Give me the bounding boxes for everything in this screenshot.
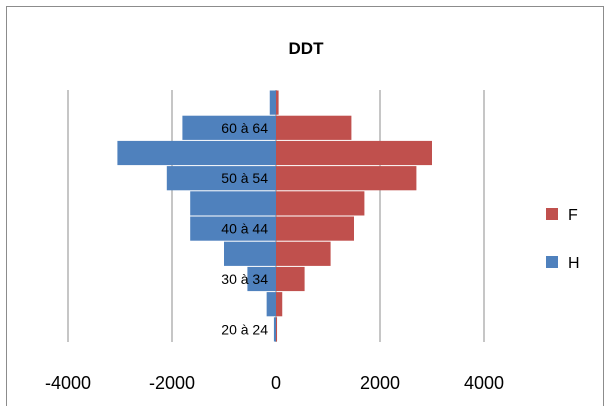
legend-label-H: H	[568, 255, 580, 272]
x-tick-label-4: 4000	[464, 373, 504, 393]
bar-F-2	[276, 266, 305, 292]
bars-group	[117, 90, 432, 342]
bar-H-3	[224, 241, 276, 266]
bar-F-8	[276, 115, 352, 140]
category-label-4: 60 à 64	[221, 120, 268, 136]
bar-H-6	[166, 166, 276, 191]
bar-F-6	[276, 166, 417, 191]
bar-H-5	[190, 191, 276, 216]
x-tick-label-2: 0	[271, 373, 281, 393]
x-tick-label-0: -4000	[45, 373, 91, 393]
x-tick-label-3: 2000	[360, 373, 400, 393]
bar-F-0	[276, 317, 278, 342]
chart-title: DDT	[289, 39, 325, 58]
legend: FH	[546, 207, 580, 272]
category-label-2: 40 à 44	[221, 221, 268, 237]
category-label-3: 50 à 54	[221, 170, 268, 186]
legend-swatch-H	[546, 256, 558, 268]
bar-H-9	[269, 90, 276, 115]
bar-F-1	[276, 292, 283, 317]
legend-label-F: F	[568, 207, 578, 224]
bar-H-8	[182, 115, 276, 140]
category-label-0: 20 à 24	[221, 321, 268, 337]
bar-H-7	[117, 140, 277, 166]
category-label-1: 30 à 34	[221, 271, 268, 287]
x-tick-label-1: -2000	[149, 373, 195, 393]
bar-F-9	[276, 90, 279, 115]
bar-F-7	[276, 140, 432, 166]
bar-H-0	[273, 317, 276, 342]
category-labels: 20 à 24 30 à 34 40 à 44 50 à 54 60 à 64	[221, 120, 268, 338]
legend-swatch-F	[546, 208, 558, 220]
bar-H-2	[247, 266, 276, 292]
x-axis-tick-labels: -4000 -2000 0 2000 4000	[45, 373, 504, 393]
bar-F-5	[276, 191, 365, 216]
bar-F-3	[276, 241, 331, 266]
bar-H-4	[190, 216, 276, 241]
bar-F-4	[276, 216, 354, 241]
bar-H-1	[266, 292, 276, 317]
